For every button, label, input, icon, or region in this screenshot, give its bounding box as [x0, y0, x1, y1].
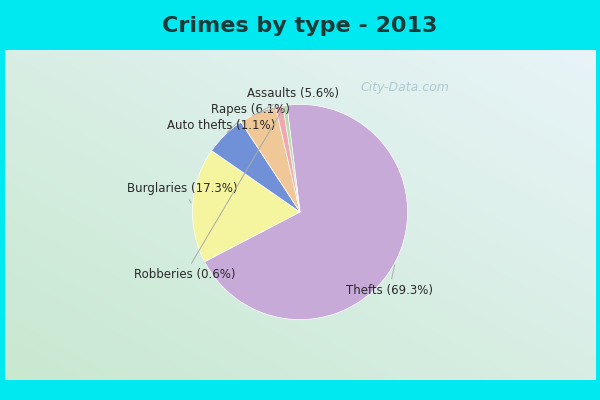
- Text: Rapes (6.1%): Rapes (6.1%): [211, 103, 290, 133]
- Text: Thefts (69.3%): Thefts (69.3%): [346, 265, 433, 297]
- Text: Auto thefts (1.1%): Auto thefts (1.1%): [167, 107, 277, 132]
- Wedge shape: [275, 106, 300, 212]
- Text: Assaults (5.6%): Assaults (5.6%): [247, 88, 340, 112]
- Wedge shape: [241, 107, 300, 212]
- Wedge shape: [205, 104, 407, 320]
- Text: City-Data.com: City-Data.com: [361, 81, 449, 94]
- Wedge shape: [193, 151, 300, 262]
- Text: Crimes by type - 2013: Crimes by type - 2013: [163, 16, 437, 36]
- Wedge shape: [283, 105, 300, 212]
- Wedge shape: [212, 122, 300, 212]
- Text: Robberies (0.6%): Robberies (0.6%): [134, 108, 283, 282]
- Text: Burglaries (17.3%): Burglaries (17.3%): [127, 182, 237, 203]
